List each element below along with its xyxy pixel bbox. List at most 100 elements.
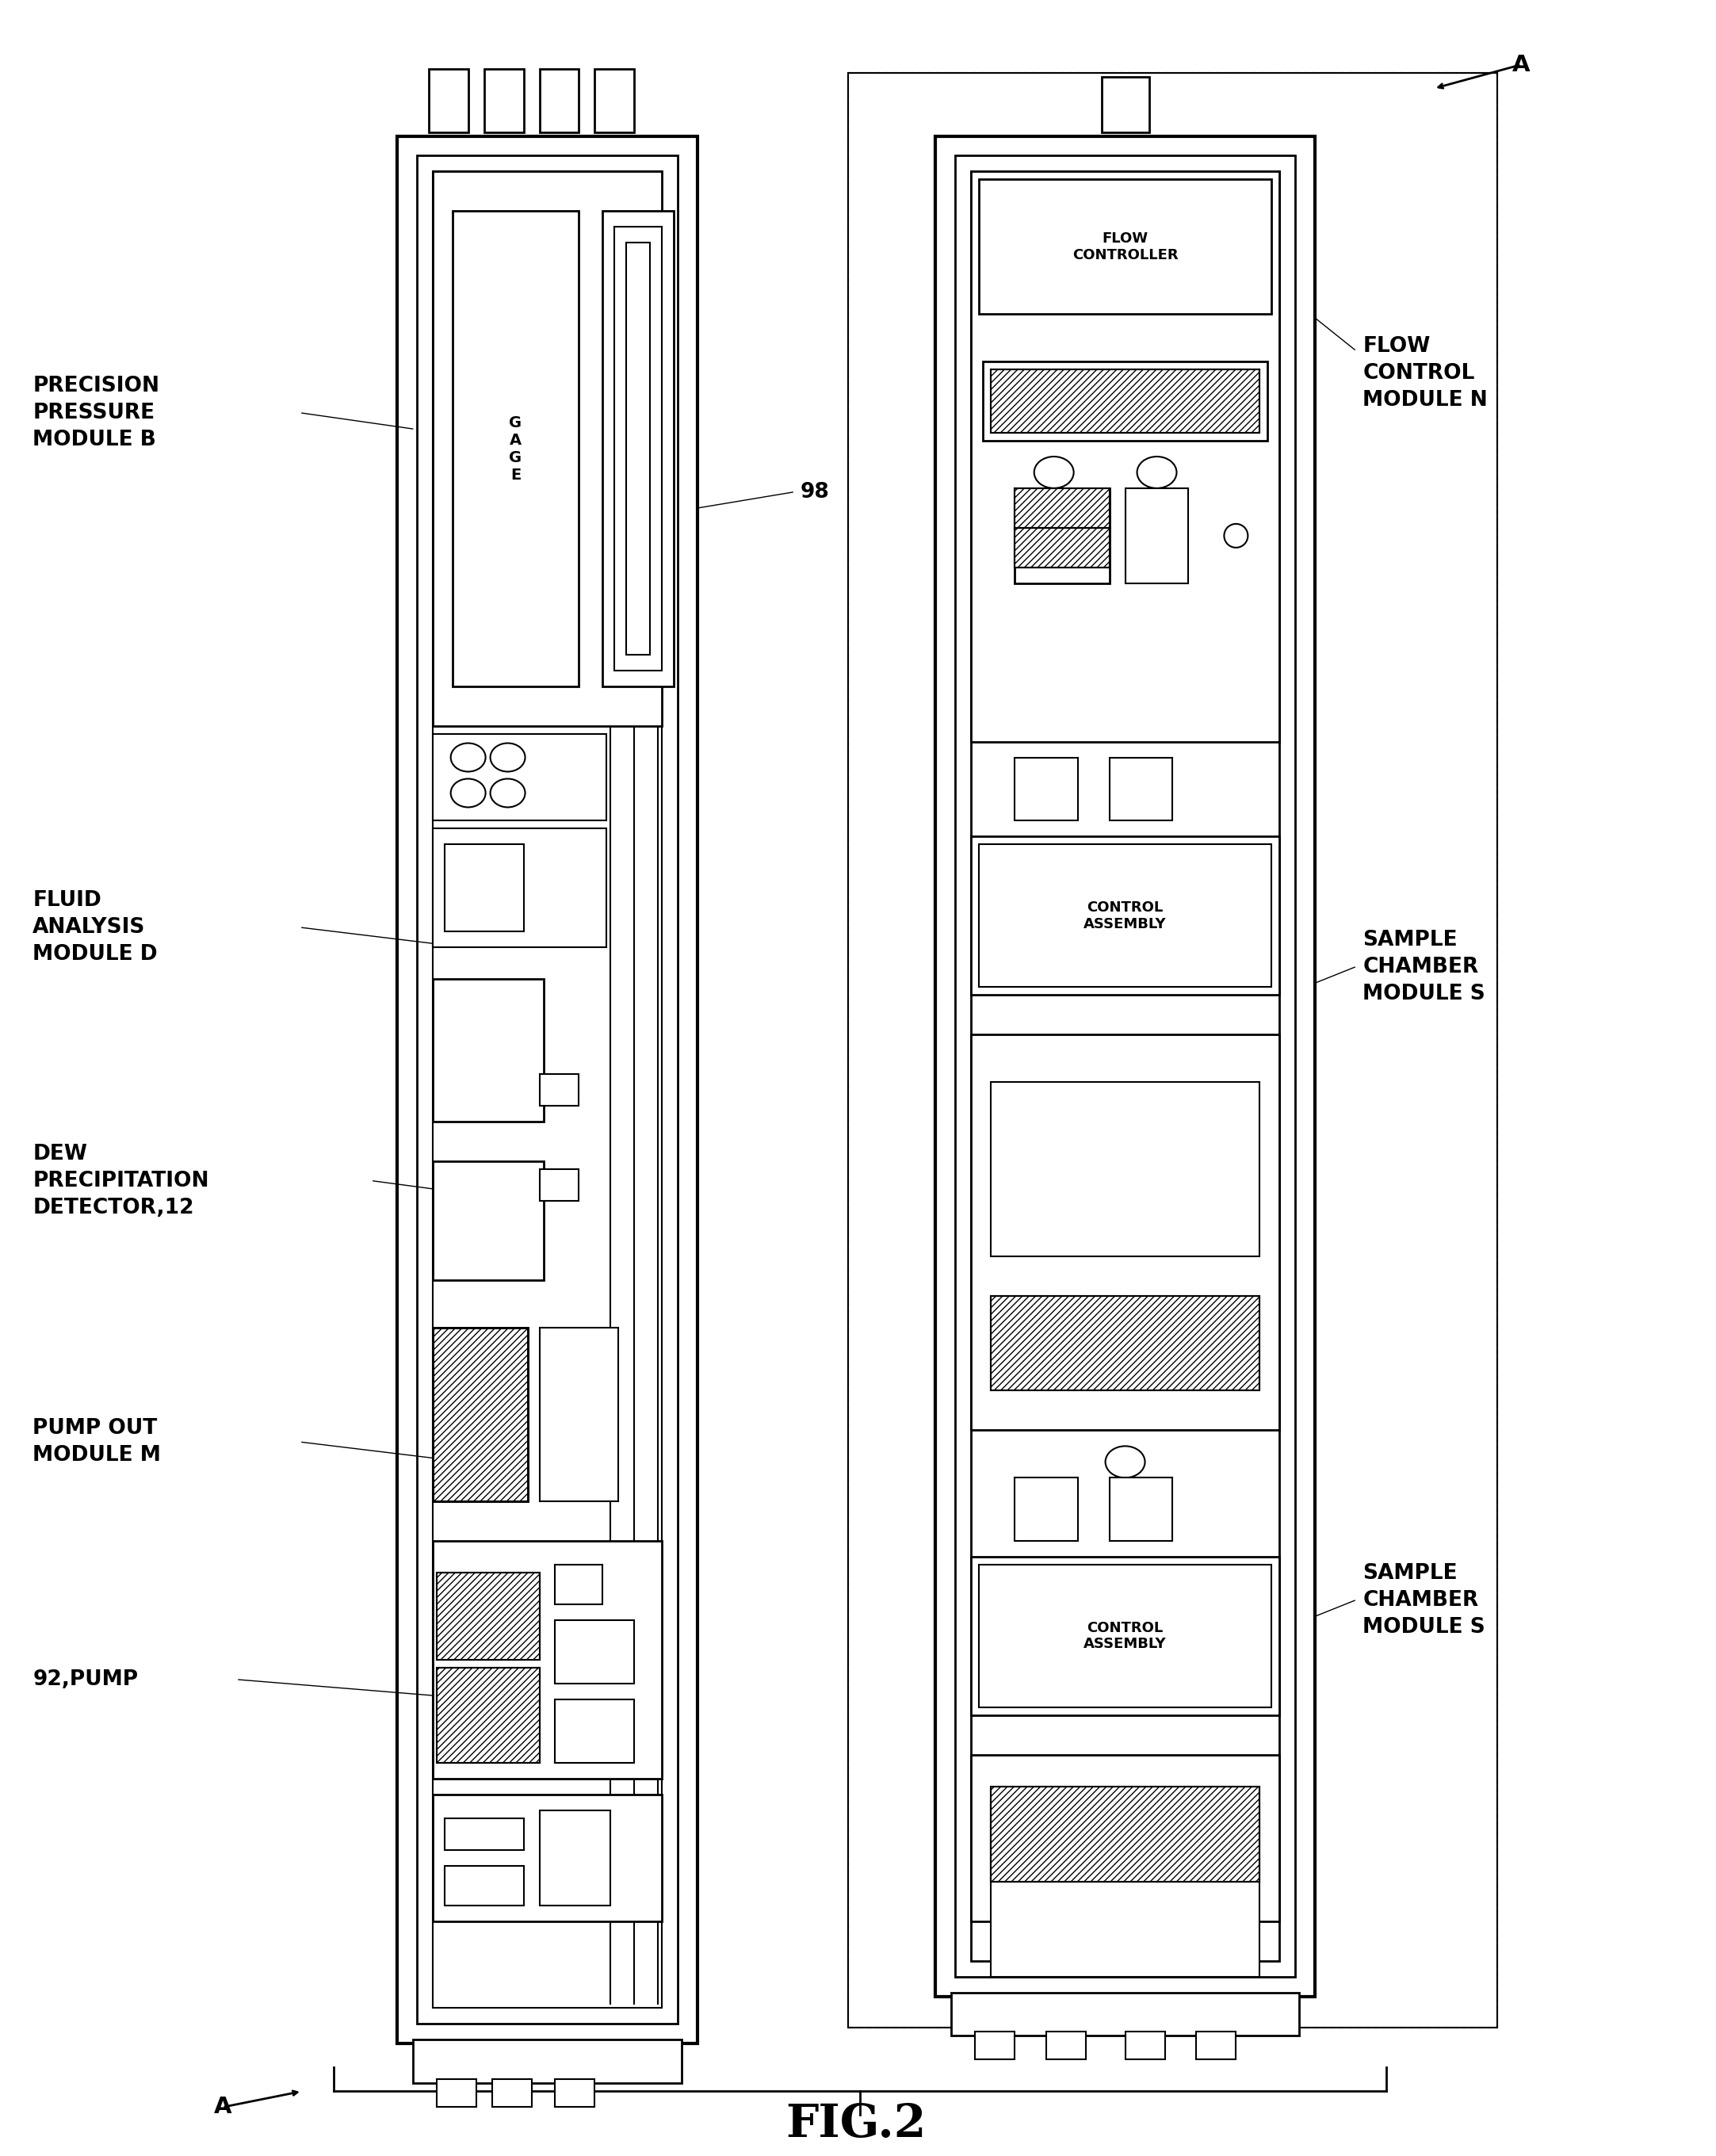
- Bar: [453, 211, 578, 686]
- Bar: [539, 1811, 611, 1906]
- Bar: [436, 1572, 539, 1660]
- Bar: [444, 845, 523, 931]
- Bar: [414, 2040, 681, 2083]
- Bar: [432, 1328, 527, 1501]
- Bar: [444, 1818, 523, 1850]
- Bar: [990, 369, 1260, 433]
- Bar: [539, 1074, 578, 1106]
- Bar: [971, 1557, 1280, 1716]
- Ellipse shape: [1035, 457, 1074, 487]
- Bar: [417, 155, 678, 2024]
- Bar: [432, 172, 662, 727]
- Bar: [1126, 2031, 1165, 2059]
- Bar: [602, 211, 674, 686]
- Bar: [1126, 487, 1189, 584]
- Ellipse shape: [1105, 1447, 1145, 1477]
- Bar: [432, 172, 662, 2007]
- Bar: [396, 136, 698, 2044]
- Bar: [975, 2031, 1014, 2059]
- Ellipse shape: [491, 744, 525, 772]
- Text: A: A: [214, 2096, 232, 2117]
- Bar: [983, 362, 1268, 440]
- Bar: [539, 1169, 578, 1201]
- Bar: [1014, 528, 1109, 567]
- Bar: [971, 1755, 1280, 1921]
- Bar: [539, 1328, 618, 1501]
- Bar: [432, 1162, 544, 1281]
- Bar: [595, 69, 635, 132]
- Bar: [1109, 1477, 1172, 1542]
- Bar: [956, 155, 1296, 1977]
- Text: CONTROL
ASSEMBLY: CONTROL ASSEMBLY: [1085, 1621, 1167, 1651]
- Bar: [556, 1699, 635, 1764]
- Bar: [626, 244, 650, 655]
- Ellipse shape: [451, 744, 486, 772]
- Bar: [990, 1787, 1260, 1882]
- Bar: [971, 1035, 1280, 1429]
- Bar: [432, 733, 607, 821]
- Text: SAMPLE
CHAMBER
MODULE S: SAMPLE CHAMBER MODULE S: [1363, 929, 1486, 1005]
- Bar: [1014, 487, 1109, 528]
- Bar: [990, 1082, 1260, 1257]
- Bar: [971, 172, 1280, 1960]
- Bar: [990, 369, 1260, 433]
- Bar: [432, 1794, 662, 1921]
- Bar: [436, 1669, 539, 1764]
- Bar: [971, 172, 1280, 742]
- Bar: [990, 1787, 1260, 1882]
- Bar: [1014, 528, 1109, 567]
- Bar: [539, 69, 578, 132]
- Text: 98: 98: [801, 483, 831, 502]
- Text: FLUID
ANALYSIS
MODULE D: FLUID ANALYSIS MODULE D: [33, 890, 158, 966]
- Text: A: A: [1512, 54, 1531, 75]
- Bar: [990, 1296, 1260, 1391]
- Bar: [848, 73, 1498, 2029]
- Bar: [432, 1542, 662, 1779]
- Bar: [432, 1328, 527, 1501]
- Bar: [1047, 2031, 1086, 2059]
- Text: 92,PUMP: 92,PUMP: [33, 1669, 139, 1690]
- Bar: [978, 845, 1272, 987]
- Ellipse shape: [491, 778, 525, 806]
- Ellipse shape: [451, 778, 486, 806]
- Bar: [978, 179, 1272, 315]
- Bar: [484, 69, 523, 132]
- Ellipse shape: [1224, 524, 1248, 548]
- Bar: [556, 1621, 635, 1684]
- Bar: [444, 1865, 523, 1906]
- Bar: [951, 1992, 1299, 2035]
- Bar: [492, 2078, 532, 2106]
- Text: DEW
PRECIPITATION
DETECTOR,12: DEW PRECIPITATION DETECTOR,12: [33, 1143, 209, 1218]
- Bar: [848, 73, 1498, 2029]
- Text: FIG.2: FIG.2: [786, 2102, 927, 2147]
- Bar: [990, 1802, 1260, 1977]
- Text: CONTROL
ASSEMBLY: CONTROL ASSEMBLY: [1085, 901, 1167, 931]
- Bar: [436, 1669, 539, 1764]
- Bar: [1014, 1477, 1078, 1542]
- Text: PRECISION
PRESSURE
MODULE B: PRECISION PRESSURE MODULE B: [33, 375, 160, 451]
- Bar: [935, 136, 1314, 1996]
- Bar: [432, 979, 544, 1121]
- Ellipse shape: [1138, 457, 1177, 487]
- Text: FLOW
CONTROLLER: FLOW CONTROLLER: [1072, 231, 1179, 263]
- Text: PUMP OUT
MODULE M: PUMP OUT MODULE M: [33, 1419, 161, 1466]
- Text: G
A
G
E: G A G E: [510, 414, 522, 483]
- Bar: [1196, 2031, 1236, 2059]
- Bar: [614, 226, 662, 671]
- Bar: [1102, 78, 1150, 132]
- Bar: [1109, 757, 1172, 821]
- Bar: [432, 828, 607, 946]
- Bar: [978, 1565, 1272, 1708]
- Bar: [429, 69, 468, 132]
- Text: SAMPLE
CHAMBER
MODULE S: SAMPLE CHAMBER MODULE S: [1363, 1563, 1486, 1639]
- Bar: [436, 2078, 475, 2106]
- Bar: [1014, 757, 1078, 821]
- Bar: [556, 1565, 602, 1604]
- Text: FLOW
CONTROL
MODULE N: FLOW CONTROL MODULE N: [1363, 336, 1488, 410]
- Bar: [1014, 487, 1109, 528]
- Bar: [990, 1296, 1260, 1391]
- Bar: [556, 2078, 595, 2106]
- Bar: [436, 1572, 539, 1660]
- Ellipse shape: [1105, 1936, 1145, 1968]
- Bar: [971, 837, 1280, 994]
